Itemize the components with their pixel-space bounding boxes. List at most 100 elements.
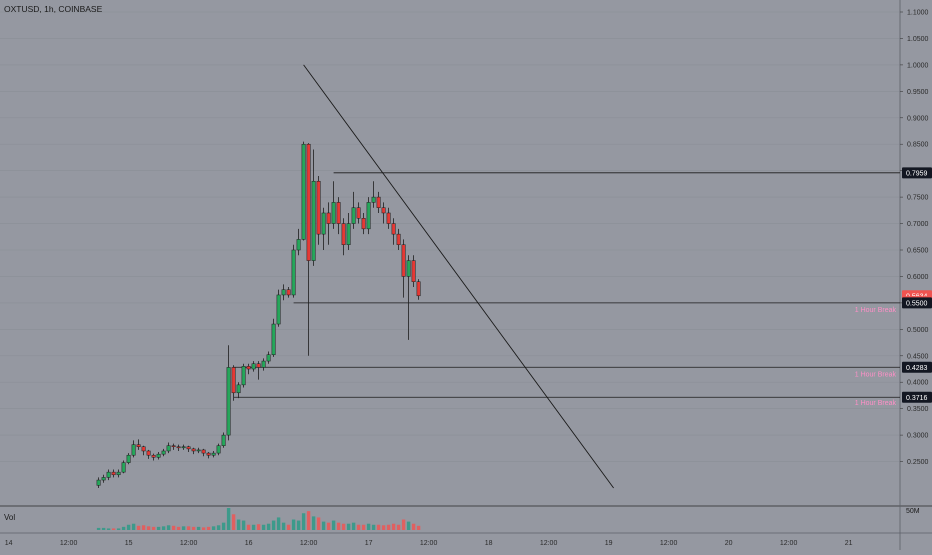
volume-bar — [356, 524, 361, 530]
volume-bar — [321, 521, 326, 530]
candle-body — [201, 449, 206, 454]
break-annotation: 1 Hour Break — [855, 400, 897, 407]
volume-bar — [281, 522, 286, 530]
price-tick-label: 0.2500 — [907, 459, 929, 466]
volume-bar — [176, 526, 181, 530]
volume-bar — [226, 508, 231, 530]
candle-body — [321, 212, 326, 235]
candle-body — [291, 249, 296, 296]
volume-bar — [141, 525, 146, 530]
price-tick-label: 0.7000 — [907, 221, 929, 228]
time-tick-label: 12:00 — [300, 540, 318, 547]
price-axis[interactable]: 1.10001.05001.00000.95000.90000.85000.80… — [900, 10, 929, 467]
volume-bar — [326, 522, 331, 530]
candle-body — [381, 207, 386, 214]
candle-body — [176, 446, 181, 449]
volume-bars — [96, 508, 421, 530]
candle-body — [166, 445, 171, 452]
volume-bar — [381, 525, 386, 530]
volume-bar — [411, 523, 416, 530]
volume-bar — [191, 526, 196, 530]
candle-body — [306, 143, 311, 261]
volume-bar — [276, 517, 281, 530]
time-tick-label: 21 — [845, 540, 853, 547]
time-tick-label: 16 — [245, 540, 253, 547]
candle-body — [121, 462, 126, 473]
volume-bar — [136, 525, 141, 530]
time-tick-label: 12:00 — [60, 540, 78, 547]
price-tick-label: 1.1000 — [907, 10, 929, 17]
candle-body — [116, 471, 121, 476]
volume-bar — [401, 519, 406, 530]
candle-body — [271, 323, 276, 355]
candle-body — [206, 452, 211, 456]
price-tick-label: 0.3500 — [907, 406, 929, 413]
volume-bar — [306, 511, 311, 530]
candle-body — [406, 260, 411, 277]
volume-bar — [301, 513, 306, 530]
volume-bar — [101, 527, 106, 530]
volume-bar — [271, 520, 276, 530]
volume-bar — [201, 527, 206, 530]
volume-bar — [391, 523, 396, 530]
candle-body — [396, 233, 401, 245]
candle-body — [336, 202, 341, 224]
price-tick-label: 0.9500 — [907, 89, 929, 96]
volume-bar — [151, 526, 156, 530]
volume-bar — [106, 528, 111, 530]
volume-bar — [386, 524, 391, 530]
volume-bar — [161, 526, 166, 530]
candle-body — [251, 363, 256, 370]
volume-bar — [241, 520, 246, 530]
horizontal-lines — [233, 172, 900, 398]
candle-body — [156, 453, 161, 458]
volume-bar — [156, 526, 161, 530]
volume-bar — [291, 519, 296, 530]
volume-bar — [196, 526, 201, 530]
volume-bar — [231, 514, 236, 530]
price-badge-bg — [902, 361, 932, 373]
symbol-title[interactable]: OXTUSD, 1h, COINBASE — [4, 4, 103, 14]
candle-body — [196, 449, 201, 452]
volume-bar — [251, 524, 256, 530]
volume-bar — [351, 522, 356, 530]
volume-bar — [181, 526, 186, 530]
candle-body — [416, 281, 421, 297]
candle-body — [211, 452, 216, 456]
volume-bar — [416, 525, 421, 530]
volume-bar — [286, 524, 291, 530]
volume-label[interactable]: Vol — [4, 513, 15, 522]
candle-body — [341, 223, 346, 245]
candle-body — [111, 471, 116, 476]
candle-body — [316, 180, 321, 235]
candle-body — [221, 434, 226, 446]
annotations: 1 Hour Break 1 Hour Break 1 Hour Break — [855, 307, 897, 407]
candle-body — [191, 448, 196, 452]
candle-body — [401, 244, 406, 277]
candle-body — [236, 384, 241, 394]
candle-body — [261, 360, 266, 368]
volume-bar — [216, 525, 221, 530]
candle-body — [126, 454, 131, 463]
price-tick-label: 0.3000 — [907, 433, 929, 440]
volume-bar — [361, 524, 366, 530]
candle-body — [331, 202, 336, 224]
candle-body — [256, 363, 261, 368]
volume-bar — [311, 516, 316, 530]
candle-body — [351, 207, 356, 224]
time-tick-label: 12:00 — [180, 540, 198, 547]
price-badge-label: 0.7959 — [906, 170, 928, 177]
price-tick-label: 0.8500 — [907, 142, 929, 149]
price-tick-label: 0.7500 — [907, 195, 929, 202]
volume-bar — [336, 522, 341, 530]
time-tick-label: 12:00 — [540, 540, 558, 547]
break-annotation: 1 Hour Break — [855, 307, 897, 314]
price-badge-bg — [902, 391, 932, 403]
candles — [96, 141, 421, 488]
time-axis[interactable]: 14 12:00 15 12:00 16 12:00 17 12:00 18 12:00 19 12:… — [5, 540, 853, 547]
price-badge-label: 0.4283 — [906, 365, 928, 372]
candle-body — [411, 260, 416, 282]
